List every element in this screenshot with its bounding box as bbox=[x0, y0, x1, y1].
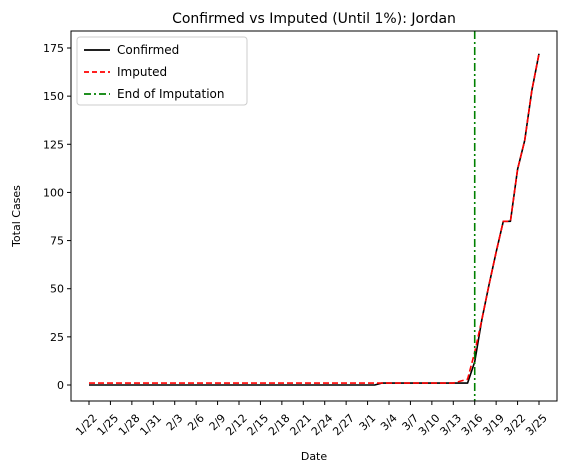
x-tick-label: 2/18 bbox=[266, 412, 293, 439]
x-tick-label: 2/3 bbox=[164, 412, 186, 434]
x-tick-label: 3/4 bbox=[378, 412, 400, 434]
x-tick-label: 3/25 bbox=[523, 412, 550, 439]
y-tick-label: 0 bbox=[57, 379, 64, 392]
x-axis: 1/221/251/281/31 2/3 2/6 2/92/122/152/182/2… bbox=[73, 401, 550, 438]
chart-title: Confirmed vs Imputed (Until 1%): Jordan bbox=[172, 11, 456, 27]
y-axis: 0 25 50 75 100 125 150 175 bbox=[43, 42, 71, 392]
y-tick-label: 150 bbox=[43, 90, 64, 103]
legend-entry-label: Imputed bbox=[117, 65, 167, 79]
x-tick-label: 1/25 bbox=[95, 412, 122, 439]
legend-entry-label: End of Imputation bbox=[117, 87, 225, 101]
plot-area bbox=[89, 31, 540, 401]
series-line-confirmed bbox=[89, 53, 540, 386]
x-axis-label: Date bbox=[301, 450, 328, 463]
x-tick-label: 2/24 bbox=[309, 412, 336, 439]
x-tick-label: 2/21 bbox=[287, 412, 314, 439]
x-tick-label: 1/28 bbox=[116, 412, 143, 439]
series-line-imputed bbox=[89, 53, 540, 384]
legend-box bbox=[76, 36, 248, 106]
y-tick-label: 25 bbox=[50, 331, 64, 344]
legend-entry-label: Confirmed bbox=[117, 43, 179, 57]
x-tick-label: 1/22 bbox=[73, 412, 100, 439]
x-tick-label: 2/15 bbox=[245, 412, 272, 439]
y-tick-label: 50 bbox=[50, 283, 64, 296]
plot-frame bbox=[70, 30, 558, 402]
x-tick-label: 3/1 bbox=[357, 412, 379, 434]
x-tick-label: 3/16 bbox=[459, 412, 486, 439]
x-tick-label: 3/22 bbox=[502, 412, 529, 439]
x-tick-label: 1/31 bbox=[137, 412, 164, 439]
x-tick-label: 2/6 bbox=[185, 412, 207, 434]
y-tick-label: 175 bbox=[43, 42, 64, 55]
x-tick-label: 2/12 bbox=[223, 412, 250, 439]
y-tick-label: 100 bbox=[43, 186, 64, 199]
x-tick-label: 2/27 bbox=[330, 412, 357, 439]
legend: Confirmed Imputed End of Imputation bbox=[76, 36, 248, 106]
x-tick-label: 3/19 bbox=[480, 412, 507, 439]
x-tick-label: 3/10 bbox=[416, 412, 443, 439]
y-tick-label: 75 bbox=[50, 235, 64, 248]
y-tick-label: 125 bbox=[43, 138, 64, 151]
x-tick-label: 3/13 bbox=[437, 412, 464, 439]
y-axis-label: Total Cases bbox=[10, 185, 23, 248]
